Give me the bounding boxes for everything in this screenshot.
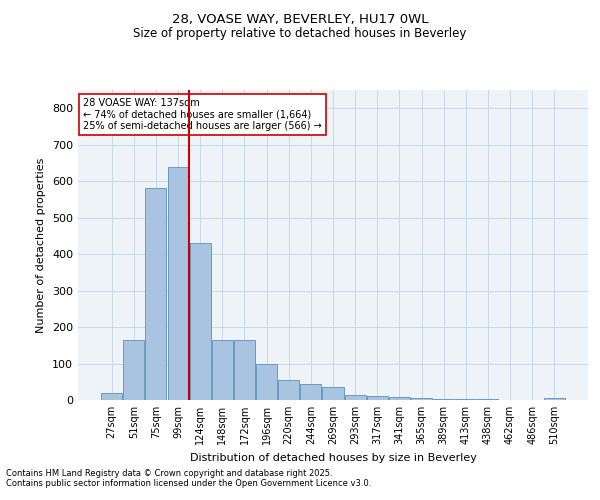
Bar <box>367 396 388 400</box>
Bar <box>301 384 322 400</box>
Bar <box>322 387 344 400</box>
Bar <box>234 340 255 400</box>
Bar <box>278 380 299 400</box>
Text: Contains HM Land Registry data © Crown copyright and database right 2025.: Contains HM Land Registry data © Crown c… <box>6 468 332 477</box>
Bar <box>167 166 188 400</box>
Bar <box>544 398 565 400</box>
Bar <box>101 392 122 400</box>
Bar <box>455 399 476 400</box>
X-axis label: Distribution of detached houses by size in Beverley: Distribution of detached houses by size … <box>190 452 476 462</box>
Y-axis label: Number of detached properties: Number of detached properties <box>37 158 46 332</box>
Bar <box>212 340 233 400</box>
Text: 28 VOASE WAY: 137sqm
← 74% of detached houses are smaller (1,664)
25% of semi-de: 28 VOASE WAY: 137sqm ← 74% of detached h… <box>83 98 322 131</box>
Bar <box>124 340 145 400</box>
Bar <box>344 394 365 400</box>
Bar <box>411 398 432 400</box>
Bar <box>145 188 166 400</box>
Text: Contains public sector information licensed under the Open Government Licence v3: Contains public sector information licen… <box>6 478 371 488</box>
Text: 28, VOASE WAY, BEVERLEY, HU17 0WL: 28, VOASE WAY, BEVERLEY, HU17 0WL <box>172 12 428 26</box>
Bar <box>433 398 454 400</box>
Bar <box>256 364 277 400</box>
Bar <box>190 243 211 400</box>
Bar <box>389 397 410 400</box>
Text: Size of property relative to detached houses in Beverley: Size of property relative to detached ho… <box>133 28 467 40</box>
